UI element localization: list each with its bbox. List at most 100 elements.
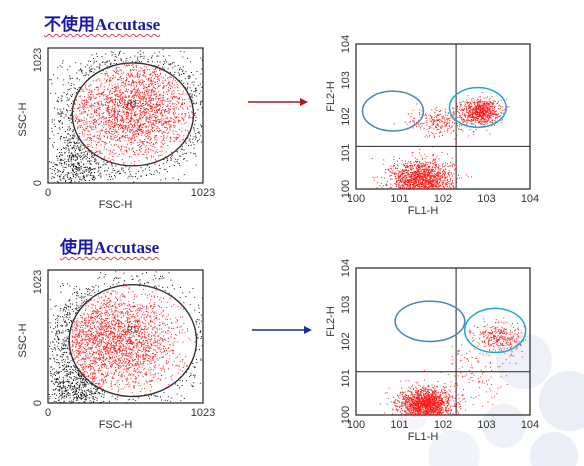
event-point	[84, 84, 86, 86]
event-point	[415, 181, 417, 183]
event-point	[133, 134, 135, 136]
event-point	[160, 112, 162, 114]
event-point	[60, 112, 62, 114]
event-point	[399, 182, 401, 184]
event-point	[68, 150, 70, 152]
event-point	[485, 97, 487, 99]
event-point	[60, 98, 62, 100]
event-point	[79, 113, 81, 115]
event-point	[424, 169, 426, 171]
event-point	[137, 107, 139, 109]
event-point	[178, 97, 180, 99]
event-point	[103, 141, 105, 143]
event-point	[61, 95, 63, 97]
event-point	[410, 179, 412, 181]
event-point	[52, 168, 54, 170]
event-point	[485, 111, 487, 113]
event-point	[436, 177, 438, 179]
event-point	[148, 133, 150, 135]
event-point	[141, 123, 143, 125]
event-point	[121, 82, 123, 84]
event-point	[434, 164, 436, 166]
event-point	[441, 182, 443, 184]
event-point	[189, 138, 191, 140]
event-point	[109, 154, 111, 156]
event-point	[151, 108, 153, 110]
event-point	[97, 138, 99, 140]
event-point	[61, 159, 63, 161]
event-point	[83, 151, 85, 153]
event-point	[79, 91, 81, 93]
event-point	[176, 101, 178, 103]
event-point	[447, 186, 449, 188]
event-point	[423, 176, 425, 178]
event-point	[94, 110, 96, 112]
event-point	[451, 165, 453, 167]
event-point	[183, 149, 185, 151]
event-point	[162, 163, 164, 165]
event-point	[471, 113, 473, 115]
event-point	[440, 173, 442, 175]
event-point	[147, 137, 149, 139]
event-point	[143, 122, 145, 124]
event-point	[180, 94, 182, 96]
event-point	[484, 102, 486, 104]
event-point	[131, 108, 133, 110]
event-point	[156, 102, 158, 104]
event-point	[105, 95, 107, 97]
event-point	[96, 86, 98, 88]
event-point	[412, 184, 414, 186]
event-point	[484, 121, 486, 123]
event-point	[420, 183, 422, 185]
event-point	[156, 67, 158, 69]
event-point	[164, 120, 166, 122]
event-point	[147, 58, 149, 60]
event-point	[163, 85, 165, 87]
event-point	[158, 109, 160, 111]
event-point	[81, 72, 83, 74]
event-point	[72, 130, 74, 132]
event-point	[62, 171, 64, 173]
event-point	[110, 79, 112, 81]
event-point	[158, 99, 160, 101]
event-point	[480, 107, 482, 109]
event-point	[429, 185, 431, 187]
event-point	[424, 187, 426, 189]
event-point	[139, 70, 141, 72]
event-point	[424, 180, 426, 182]
event-point	[425, 168, 427, 170]
event-point	[470, 103, 472, 105]
event-point	[73, 145, 75, 147]
event-point	[423, 175, 425, 177]
event-point	[152, 105, 154, 107]
event-point	[175, 121, 177, 123]
event-point	[104, 117, 106, 119]
event-point	[424, 170, 426, 172]
event-point	[120, 60, 122, 62]
event-point	[90, 93, 92, 95]
event-point	[123, 135, 125, 137]
event-point	[445, 176, 447, 178]
event-point	[131, 112, 133, 114]
event-point	[494, 120, 496, 122]
event-point	[76, 172, 78, 174]
event-point	[184, 103, 186, 105]
event-point	[195, 89, 197, 91]
event-point	[102, 164, 104, 166]
event-point	[91, 128, 93, 130]
event-point	[101, 82, 103, 84]
event-point	[418, 171, 420, 173]
event-point	[142, 132, 144, 134]
event-point	[115, 88, 117, 90]
event-point	[492, 102, 494, 104]
event-point	[141, 140, 143, 142]
event-point	[132, 147, 134, 149]
event-point	[150, 105, 152, 107]
event-point	[469, 117, 471, 119]
event-point	[110, 100, 112, 102]
event-point	[183, 174, 185, 176]
event-point	[416, 173, 418, 175]
event-point	[147, 158, 149, 160]
event-point	[177, 72, 179, 74]
event-point	[193, 103, 195, 105]
